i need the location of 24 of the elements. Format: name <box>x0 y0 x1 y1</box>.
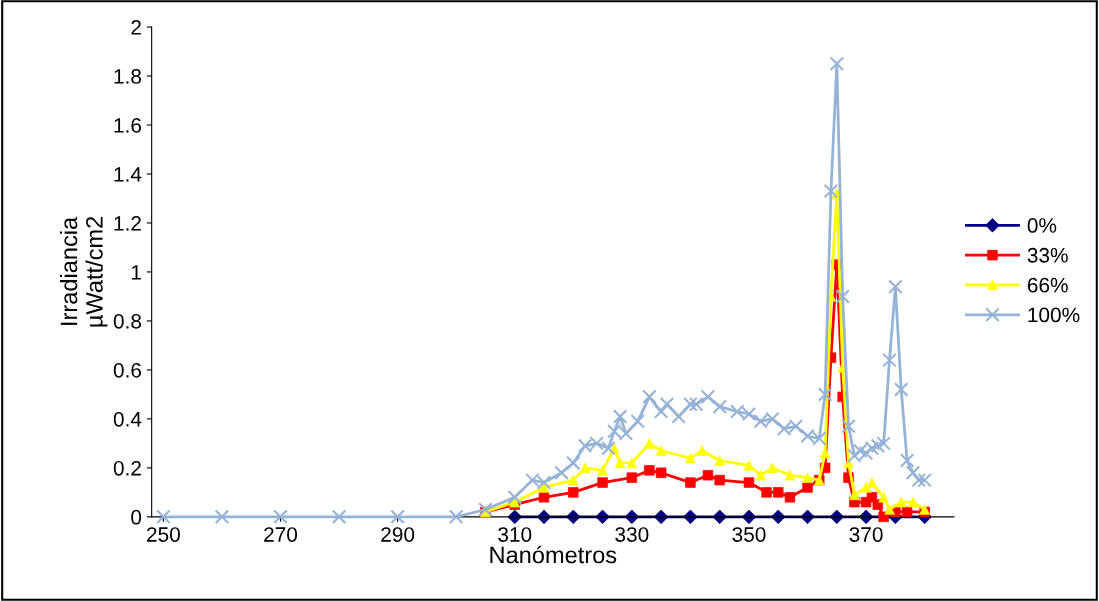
y-tick-label: 1.8 <box>114 69 142 84</box>
x-tick-label: 310 <box>498 527 532 542</box>
y-tick-label: 1 <box>131 265 141 280</box>
y-tick-label: 0.4 <box>113 411 142 427</box>
y-tick-label: 1.6 <box>114 118 142 133</box>
legend-label: 33% <box>1027 247 1068 263</box>
x-tick-label: 330 <box>615 527 649 542</box>
legend-label: 100% <box>1028 307 1080 323</box>
x-tick-label: 270 <box>264 527 298 542</box>
x-tick-label: 350 <box>732 527 766 542</box>
legend-label: 0% <box>1027 218 1057 233</box>
x-tick-label: 290 <box>381 527 415 542</box>
x-axis-title: Nanómetros <box>490 545 617 564</box>
legend-label: 66% <box>1027 277 1068 293</box>
y-tick-label: 0.6 <box>113 362 142 378</box>
y-tick-label: 0.2 <box>113 460 141 476</box>
y-tick-label: 1.4 <box>114 167 142 182</box>
x-tick-label: 250 <box>147 527 180 542</box>
y-tick-label: 0 <box>131 509 142 525</box>
y-tick-label: 1.2 <box>114 215 141 231</box>
x-tick-label: 370 <box>849 527 883 542</box>
y-tick-label: 2 <box>131 20 141 35</box>
y-axis-title: Irradiancia µWatt/cm2 <box>59 216 108 327</box>
y-tick-label: 0.8 <box>113 313 142 329</box>
